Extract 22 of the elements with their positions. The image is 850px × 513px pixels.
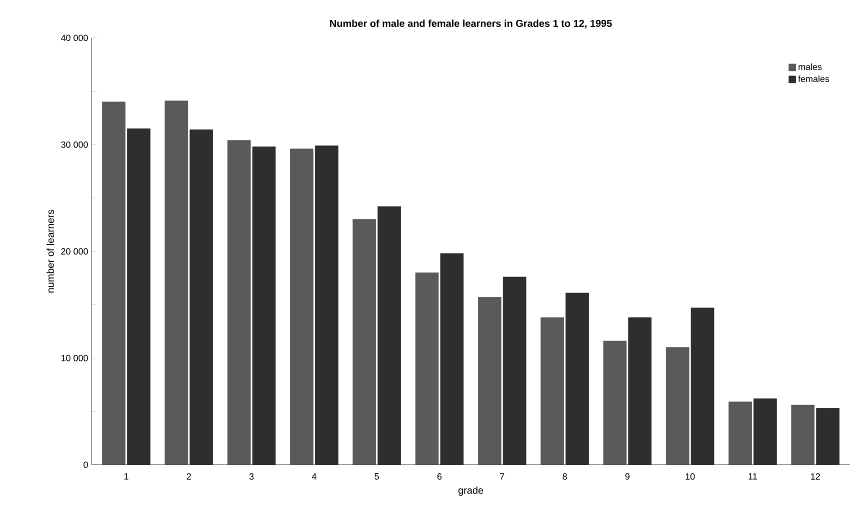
- x-tick-label: 10: [686, 473, 695, 480]
- legend-label: females: [798, 76, 830, 82]
- legend-label: males: [798, 64, 822, 70]
- x-axis-title: grade: [458, 486, 484, 496]
- x-tick-label: 6: [437, 473, 442, 480]
- y-tick-label: 10 000: [61, 355, 88, 362]
- x-tick-label: 2: [186, 473, 191, 480]
- x-tick-label: 4: [312, 473, 316, 480]
- y-axis-title: number of learners: [46, 210, 54, 293]
- x-tick-label: 7: [500, 473, 504, 480]
- x-tick-label: 5: [374, 473, 379, 480]
- x-tick-label: 11: [748, 473, 757, 480]
- y-tick-label: 30 000: [61, 142, 88, 148]
- y-tick-label: 0: [84, 462, 88, 468]
- chart-title: Number of male and female learners in Grades 1 to 12, 1995: [330, 20, 612, 29]
- x-tick-label: 1: [124, 473, 128, 480]
- y-tick-label: 20 000: [61, 248, 88, 255]
- y-tick-label: 40 000: [60, 34, 88, 42]
- x-tick-label: 8: [562, 473, 567, 480]
- x-tick-label: 12: [811, 473, 820, 480]
- x-tick-label: 9: [625, 473, 630, 480]
- x-tick-label: 3: [249, 473, 254, 480]
